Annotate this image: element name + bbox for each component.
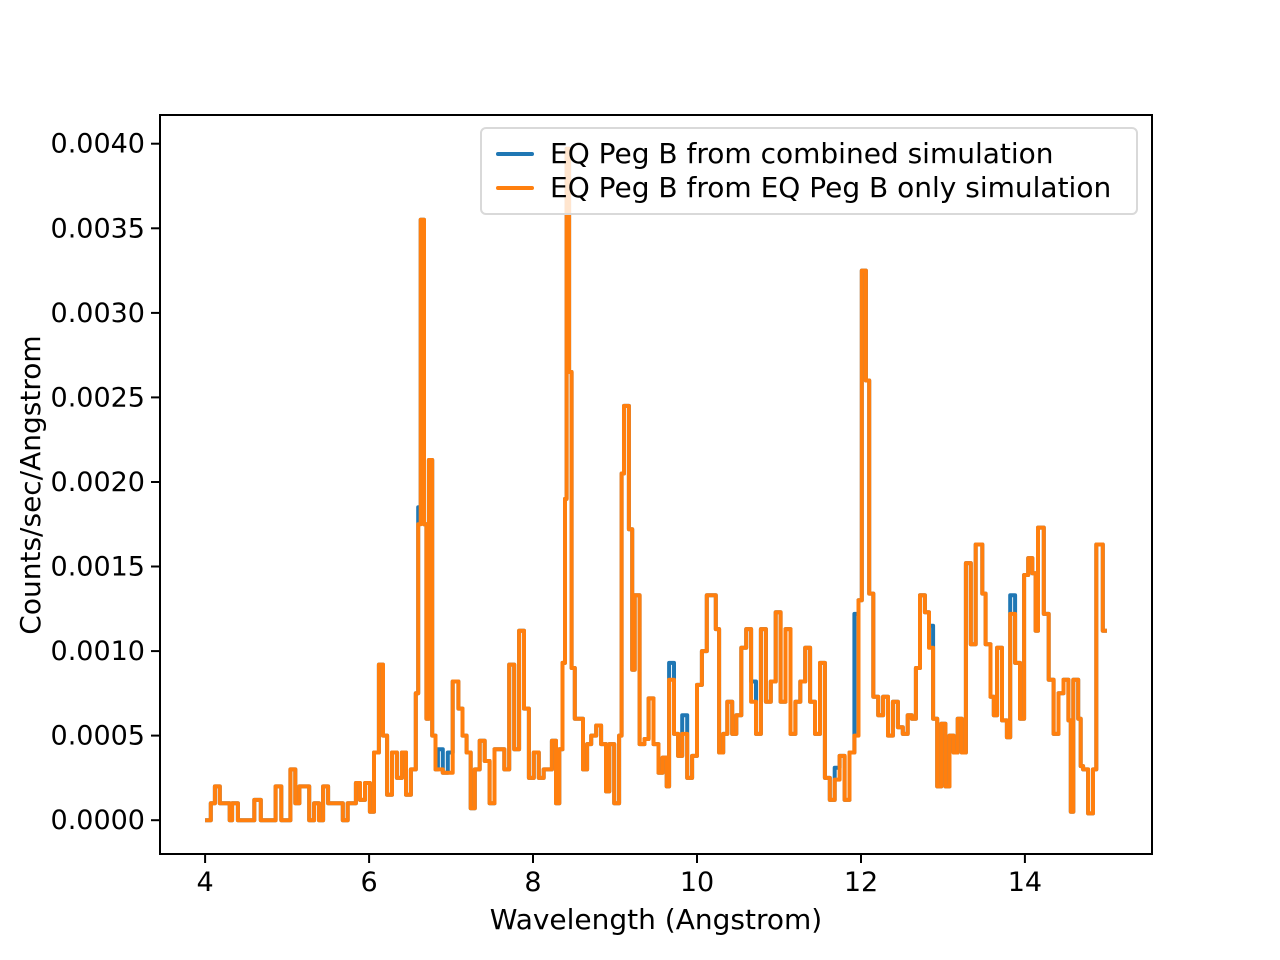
x-tick-label: 14 [1008,867,1042,898]
legend-swatch-combined-line-icon [496,151,534,156]
y-tick-label: 0.0015 [51,552,145,583]
y-axis-label: Counts/sec/Angstrom [14,335,47,635]
x-tick-label: 8 [524,867,541,898]
legend-label-eq-peg-b-only: EQ Peg B from EQ Peg B only simulation [550,171,1112,205]
y-tick-label: 0.0030 [51,298,145,329]
x-tick-label: 12 [844,867,878,898]
x-tick-label: 4 [197,867,214,898]
x-tick-label: 6 [361,867,378,898]
y-tick-label: 0.0010 [51,636,145,667]
y-tick-label: 0.0000 [51,805,145,836]
legend-swatch-eq-peg-b-only-line-icon [496,186,534,191]
y-tick-label: 0.0025 [51,382,145,413]
y-tick-label: 0.0040 [51,129,145,160]
legend: EQ Peg B from combined simulation EQ Peg… [480,127,1138,215]
series-combined-line [205,146,1107,823]
x-axis-label: Wavelength (Angstrom) [489,903,823,936]
legend-item-combined: EQ Peg B from combined simulation [494,136,1124,170]
series-eq-peg-b-only-line [205,146,1107,823]
x-tick-label: 10 [680,867,714,898]
y-tick-label: 0.0005 [51,721,145,752]
y-tick-label: 0.0020 [51,467,145,498]
legend-item-eq-peg-b-only: EQ Peg B from EQ Peg B only simulation [494,174,1124,202]
y-tick-label: 0.0035 [51,213,145,244]
plot-border [159,114,1153,855]
legend-label-combined: EQ Peg B from combined simulation [550,136,1054,170]
